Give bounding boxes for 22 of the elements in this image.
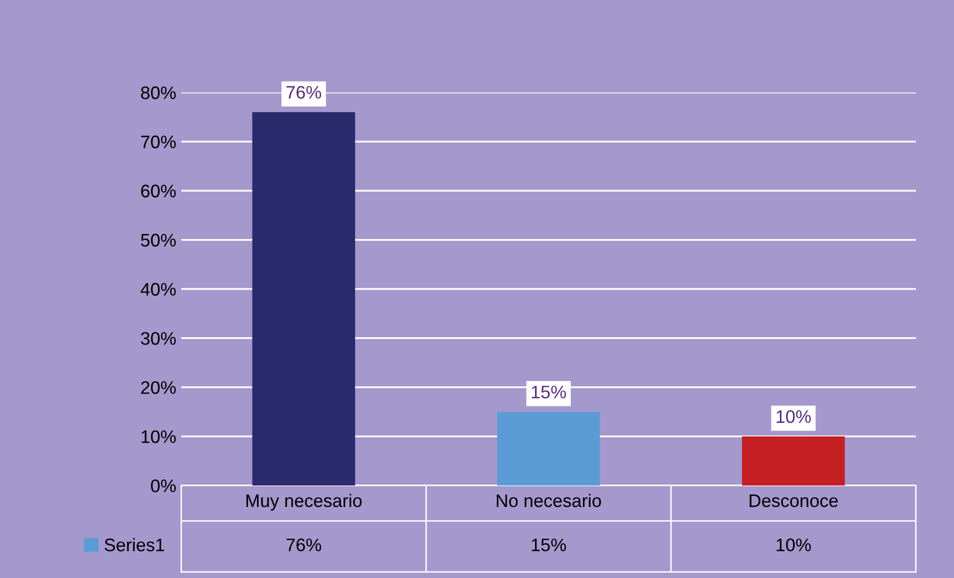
y-tick-label: 0% xyxy=(151,479,176,492)
y-tick-label: 80% xyxy=(141,86,176,100)
x-tick-label: No necesario xyxy=(496,494,601,508)
y-tick-label: 70% xyxy=(141,136,176,148)
text: 10% xyxy=(776,410,811,423)
x-tick-label: Desconoce xyxy=(750,494,838,508)
bar xyxy=(497,412,600,486)
bar xyxy=(252,112,356,486)
y-tick-label: 60% xyxy=(141,184,176,198)
y-tick-label: 40% xyxy=(140,282,176,296)
data-label: 76% xyxy=(286,538,322,552)
y-tick-label: 50% xyxy=(140,234,176,247)
data-label: 10% xyxy=(776,538,811,552)
y-tick-label: 10% xyxy=(142,430,176,444)
text: 76% xyxy=(286,86,322,99)
legend-label: Series1 xyxy=(104,538,164,552)
bar xyxy=(742,436,845,486)
x-tick-label: Muy necesario xyxy=(246,494,362,511)
data-label: 15% xyxy=(532,538,566,552)
y-tick-label: 20% xyxy=(141,381,176,394)
text: 15% xyxy=(532,386,566,398)
y-tick-label: 30% xyxy=(140,332,176,345)
